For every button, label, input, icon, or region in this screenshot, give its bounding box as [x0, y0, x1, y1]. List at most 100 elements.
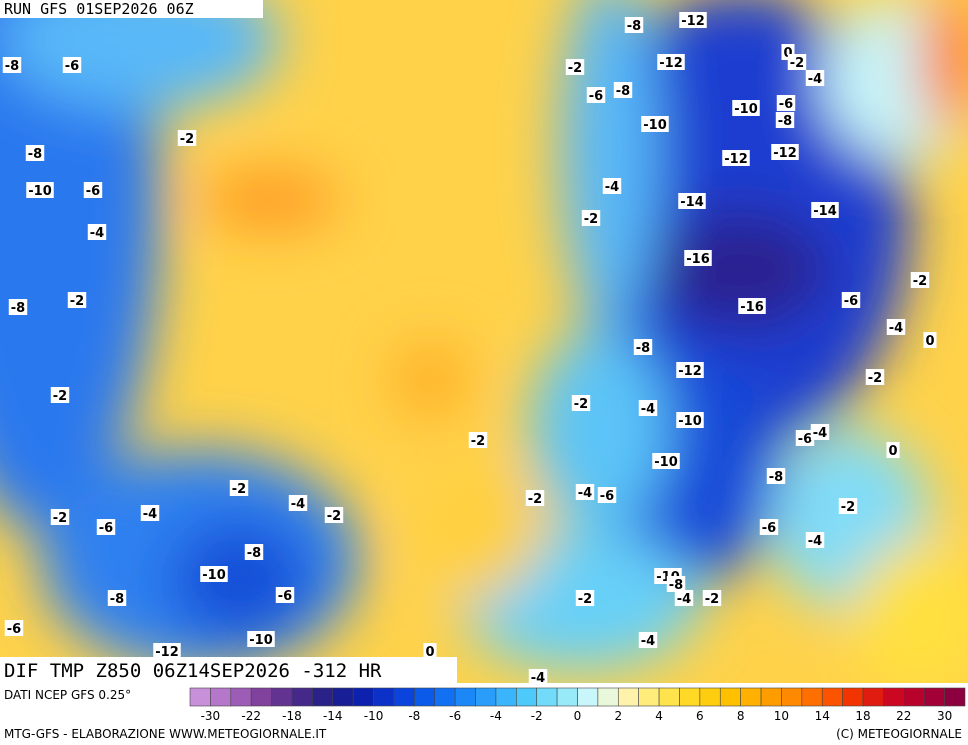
- colorbar-box: [352, 687, 374, 707]
- contour-label-box: [107, 590, 127, 606]
- colorbar-box: [719, 687, 741, 707]
- colorbar-box: [679, 687, 701, 707]
- contour-labels: -8 -6-2-8-10 -6-4-8 -2-2-12-8-12-2-6 -80-2-4…: [2, 12, 937, 686]
- contour-label-box: [244, 544, 264, 560]
- colorbar-box: [821, 687, 843, 707]
- contour-label: -2: [471, 434, 485, 449]
- contour-label: -2: [180, 132, 194, 147]
- contour-label-box: [597, 487, 617, 503]
- contour-label-box: [50, 387, 70, 403]
- colorbar-box: [414, 687, 436, 707]
- contour-label-box: [468, 432, 488, 448]
- colorbar-box: [883, 687, 905, 707]
- colorbar-tick-label: 22: [896, 709, 911, 723]
- contour-label-box: [795, 430, 815, 446]
- colorbar-tick-label: 30: [937, 709, 952, 723]
- colorbar-box: [556, 687, 578, 707]
- contour-label: -8: [669, 578, 683, 593]
- contour-label-box: [2, 57, 22, 73]
- colorbar-tick-label: -8: [408, 709, 420, 723]
- colorbar-tick-label: -22: [241, 709, 261, 723]
- contour-label: -16: [686, 252, 710, 267]
- contour-label-box: [676, 362, 704, 378]
- contour-label-box: [841, 292, 861, 308]
- colorbar-box: [434, 687, 456, 707]
- contour-label: -8: [616, 84, 630, 99]
- contour-label-box: [586, 87, 606, 103]
- contour-label: -8: [778, 114, 792, 129]
- colorbar-box: [291, 687, 313, 707]
- colorbar-tick-label: 10: [774, 709, 789, 723]
- colorbar-box: [189, 687, 211, 707]
- contour-label: -6: [7, 622, 21, 637]
- contour-label: -4: [291, 497, 305, 512]
- colorbar-tick-label: 8: [737, 709, 745, 723]
- contour-label: -2: [841, 500, 855, 515]
- field-box: [0, 657, 457, 683]
- colorbar-tick-label: 0: [574, 709, 582, 723]
- colorbar-box: [842, 687, 864, 707]
- run-box: [0, 0, 263, 18]
- contour-label: -8: [110, 592, 124, 607]
- contour-label-box: [910, 272, 930, 288]
- colorbar-box: [536, 687, 558, 707]
- contour-label-box: [62, 57, 82, 73]
- contour-label-box: [87, 224, 107, 240]
- colorbar-box: [638, 687, 660, 707]
- contour-label-box: [8, 299, 28, 315]
- colorbar-tick-label: -30: [201, 709, 221, 723]
- contour-label: -6: [278, 589, 292, 604]
- contour-label: -2: [574, 397, 588, 412]
- contour-label-box: [732, 100, 760, 116]
- colorbar-box: [312, 687, 334, 707]
- colorbar-box: [903, 687, 925, 707]
- contour-label: -12: [681, 14, 705, 29]
- contour-label-box: [738, 298, 766, 314]
- contour-label-box: [633, 339, 653, 355]
- contour-label: -2: [53, 511, 67, 526]
- contour-label-box: [83, 182, 103, 198]
- colorbar-tick-label: -10: [364, 709, 384, 723]
- colorbar-tick-label: 2: [614, 709, 622, 723]
- contour-label-box: [805, 70, 825, 86]
- contour-label-box: [571, 395, 591, 411]
- contour-label: -8: [11, 301, 25, 316]
- run-title: RUN GFS 01SEP2026 06Z: [4, 0, 194, 18]
- contour-label: -12: [678, 364, 702, 379]
- colorbar-tick-label: -18: [282, 709, 302, 723]
- colorbar-tick-label: 6: [696, 709, 704, 723]
- contour-label-box: [275, 587, 295, 603]
- contour-label: -4: [578, 486, 592, 501]
- colorbar-box: [393, 687, 415, 707]
- contour-label-box: [638, 632, 658, 648]
- contour-label: -2: [584, 212, 598, 227]
- colorbar-box: [597, 687, 619, 707]
- contour-label-box: [771, 144, 799, 160]
- colorbar-box: [617, 687, 639, 707]
- colorbar-box: [699, 687, 721, 707]
- contour-label-box: [638, 400, 658, 416]
- contour-label-box: [247, 631, 275, 647]
- contour-label-box: [766, 468, 786, 484]
- colorbar-tick-label: 18: [855, 709, 870, 723]
- contour-label: -12: [659, 56, 683, 71]
- colorbar-box: [250, 687, 272, 707]
- contour-label-box: [810, 424, 830, 440]
- contour-label-box: [674, 590, 694, 606]
- colorbar-box: [516, 687, 538, 707]
- contour-label-box: [865, 369, 885, 385]
- colorbar-box: [454, 687, 476, 707]
- contour-label: 0: [783, 46, 792, 61]
- colorbar-box: [862, 687, 884, 707]
- contour-label: -4: [889, 321, 903, 336]
- contour-label-box: [575, 484, 595, 500]
- contour-label: 0: [925, 334, 934, 349]
- contour-label-box: [811, 202, 839, 218]
- contour-label-box: [678, 193, 706, 209]
- contour-label: -10: [643, 118, 667, 133]
- contour-label-box: [324, 507, 344, 523]
- contour-label: -2: [705, 592, 719, 607]
- contour-label-box: [613, 82, 633, 98]
- contour-label-box: [581, 210, 601, 226]
